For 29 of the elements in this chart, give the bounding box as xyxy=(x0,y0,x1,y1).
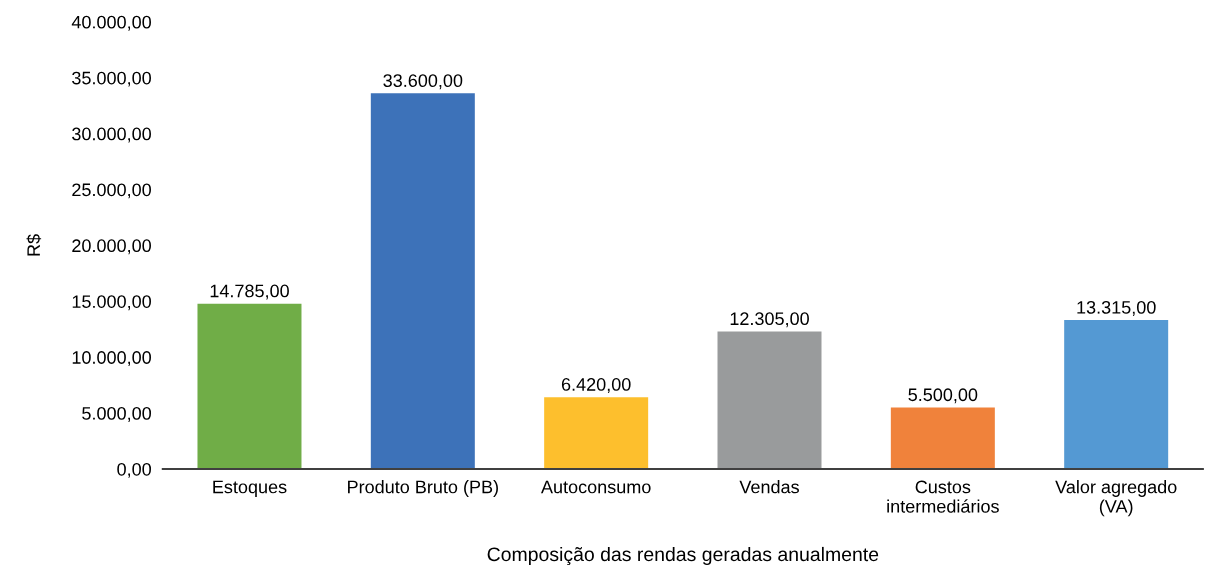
y-tick-label: 25.000,00 xyxy=(72,183,151,199)
y-tick-label: 40.000,00 xyxy=(71,15,151,31)
y-tick-label: 35.000,00 xyxy=(72,71,151,87)
x-tick-label: Custos intermediários xyxy=(887,480,999,513)
data-label: 6.420,00 xyxy=(561,378,631,393)
y-tick-label: 0,00 xyxy=(117,462,151,478)
bar xyxy=(890,407,995,469)
y-tick-label: 10.000,00 xyxy=(72,351,151,367)
data-label: 13.315,00 xyxy=(1077,300,1156,316)
bar xyxy=(717,331,822,469)
y-tick-label: 20.000,00 xyxy=(72,239,151,255)
x-tick-label: Produto Bruto (PB) xyxy=(348,480,498,497)
bar xyxy=(197,303,302,469)
y-tick-label: 5.000,00 xyxy=(82,407,151,422)
x-tick-label: Autoconsumo xyxy=(541,480,651,494)
y-tick-label: 30.000,00 xyxy=(72,127,151,143)
x-tick-label: Vendas xyxy=(739,480,799,494)
data-label: 14.785,00 xyxy=(210,284,289,300)
y-tick-label: 15.000,00 xyxy=(72,295,151,311)
data-label: 12.305,00 xyxy=(730,312,809,328)
data-label: 5.500,00 xyxy=(908,388,978,404)
data-label: 33.600,00 xyxy=(383,74,463,90)
bar xyxy=(544,397,649,469)
x-tick-label: Valor agregado (VA) xyxy=(1055,480,1177,517)
x-tick-label: Estoques xyxy=(213,480,287,497)
x-axis-title: Composição das rendas geradas anualmente xyxy=(487,546,879,566)
bar xyxy=(370,93,475,469)
y-axis-title: R$ xyxy=(26,234,42,256)
bar xyxy=(1064,320,1169,469)
